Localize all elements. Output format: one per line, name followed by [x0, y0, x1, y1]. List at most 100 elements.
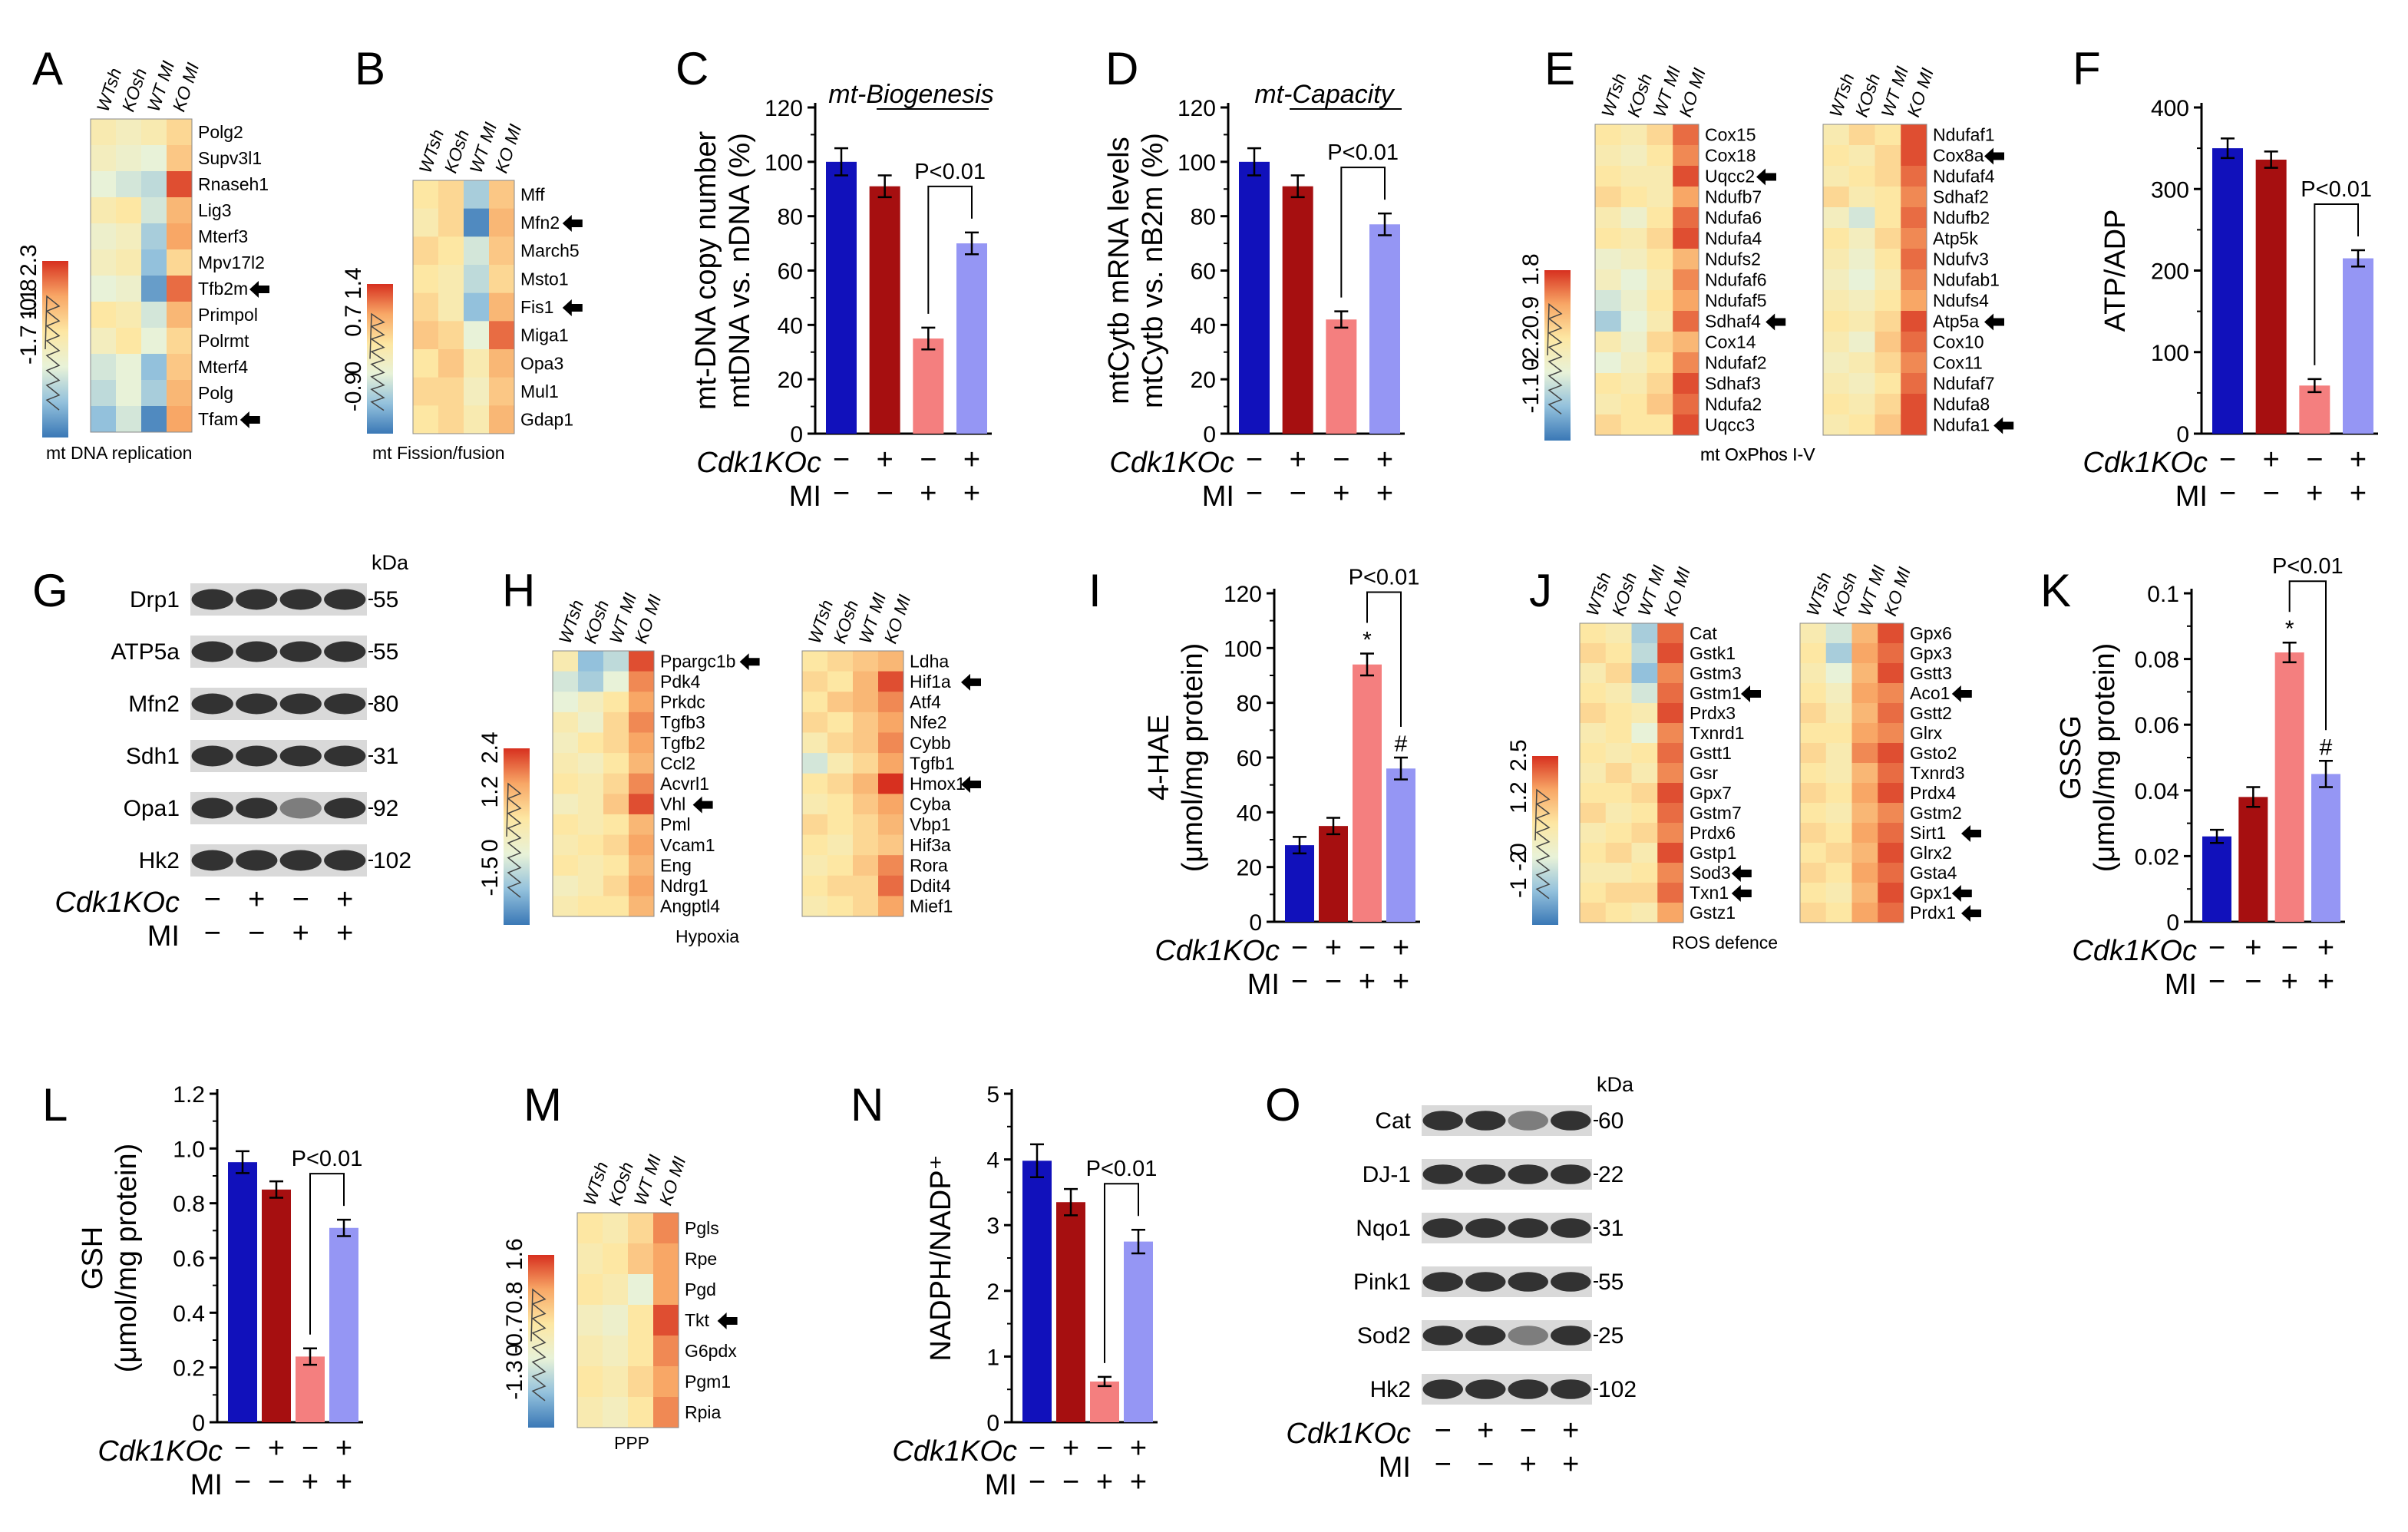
cdk-sign: −: [920, 444, 936, 476]
heatmap-cell: [553, 732, 579, 754]
heatmap-cell: [1673, 269, 1699, 291]
heatmap-cell: [1580, 683, 1607, 704]
blot-band: [324, 745, 366, 767]
heatmap-cell: [1878, 783, 1904, 804]
heatmap-cell: [91, 406, 117, 433]
bar: [1386, 768, 1415, 922]
blot-band: [1465, 1272, 1506, 1292]
heatmap-cell: [1851, 623, 1878, 644]
heatmap-cell: [1631, 823, 1658, 844]
blot-band: [1508, 1379, 1548, 1399]
heatmap-cell: [1848, 352, 1875, 374]
heatmap-cell: [1673, 352, 1699, 374]
heatmap-title: mt Fission/fusion: [372, 443, 505, 463]
gene-label: Aco1: [1910, 683, 1950, 703]
heatmap-cell: [827, 732, 854, 754]
cdk-sign: −: [1029, 1432, 1045, 1464]
cdk-label: Cdk1KOc: [97, 1435, 223, 1468]
heatmap-cell: [1620, 352, 1647, 374]
heatmap-cell: [141, 249, 167, 276]
scale-histogram: [506, 782, 522, 898]
blot-band: [1422, 1218, 1463, 1238]
heatmap-cell: [603, 1336, 629, 1367]
blot-band: [324, 693, 366, 715]
significance-bracket: [2288, 580, 2327, 731]
kda-value: 102: [373, 848, 411, 873]
heatmap-cell: [1800, 643, 1827, 664]
gene-label: Pgd: [685, 1279, 716, 1299]
heatmap-cell: [1901, 207, 1927, 229]
heatmap-cell: [91, 145, 117, 172]
heatmap-cell: [413, 180, 439, 210]
gene-label: Ndufa4: [1705, 229, 1762, 249]
y-tick-label: 3: [986, 1213, 999, 1239]
panel-letter: H: [502, 565, 535, 616]
gene-label: Cox11: [1933, 353, 1983, 373]
gene-label: Ccl2: [660, 753, 695, 773]
gene-label: Txn1: [1690, 883, 1729, 903]
panel-letter: M: [524, 1079, 562, 1131]
gene-label: Ndufaf2: [1705, 353, 1767, 373]
cdk-sign: +: [2244, 932, 2261, 964]
heatmap-cell: [167, 380, 193, 407]
heatmap-cell: [1673, 332, 1699, 353]
heatmap-cell: [629, 834, 655, 856]
blot-band: [236, 693, 278, 715]
gene-label: Ndufaf1: [1933, 125, 1995, 145]
chart-title: mt-Capacity: [1254, 80, 1395, 109]
kda-value: 55: [373, 639, 398, 665]
heatmap-cell: [1657, 823, 1684, 844]
heatmap-cell: [827, 875, 854, 896]
heatmap-cell: [1825, 803, 1852, 824]
blot-band: [1551, 1272, 1591, 1292]
gene-label: Txnrd3: [1910, 763, 1965, 783]
heatmap-cell: [578, 732, 604, 754]
cdk-sign: −: [1359, 932, 1376, 964]
heatmap-cell: [553, 712, 579, 733]
y-tick-label: 0.1: [2147, 582, 2179, 607]
heatmap-cell: [1673, 311, 1699, 332]
heatmap-cell: [577, 1366, 603, 1398]
heatmap-cell: [603, 651, 629, 672]
heatmap-cell: [1823, 394, 1850, 415]
gene-label: Opa3: [520, 353, 563, 373]
mi-sign: +: [292, 917, 309, 949]
arrow-icon: [1731, 865, 1752, 882]
gene-label: Cat: [1690, 623, 1717, 643]
heatmap-cell: [1647, 311, 1673, 332]
heatmap-cell: [1605, 643, 1632, 664]
heatmap-cell: [603, 1366, 629, 1398]
heatmap-cell: [802, 875, 828, 896]
cdk-sign: +: [877, 444, 894, 476]
heatmap-cell: [1580, 863, 1607, 883]
heatmap-cell: [1631, 663, 1658, 684]
heatmap-title: ROS defence: [1672, 933, 1778, 953]
gene-label: Gsr: [1690, 763, 1718, 783]
y-tick-label: 60: [1237, 746, 1262, 771]
cdk-sign: −: [204, 883, 221, 916]
heatmap-cell: [1657, 703, 1684, 724]
heatmap-cell: [1595, 207, 1622, 229]
heatmap-cell: [464, 236, 490, 266]
heatmap-border: [576, 1212, 679, 1428]
heatmap-cell: [1901, 414, 1927, 436]
heatmap-cell: [578, 712, 604, 733]
kda-value: 25: [1598, 1323, 1624, 1349]
heatmap-title: mt DNA replication: [46, 443, 192, 463]
gene-label: Fis1: [520, 297, 553, 317]
heatmap-cell: [1620, 414, 1647, 436]
heatmap-cell: [1875, 394, 1901, 415]
mi-label: MI: [147, 920, 180, 953]
scale-tick: 1.1: [16, 289, 41, 321]
gene-label: Tgfb1: [910, 753, 955, 773]
y-tick-label: 0.2: [173, 1356, 205, 1382]
heatmap-cell: [1800, 843, 1827, 863]
heatmap-cell: [1657, 843, 1684, 863]
heatmap-cell: [1647, 228, 1673, 249]
gene-label: Gstm3: [1690, 663, 1742, 683]
heatmap-cell: [167, 328, 193, 355]
heatmap-cell: [853, 834, 879, 856]
heatmap-cell: [116, 406, 142, 433]
kda-value: 55: [373, 587, 398, 612]
y-tick-label: 0.8: [173, 1192, 205, 1217]
